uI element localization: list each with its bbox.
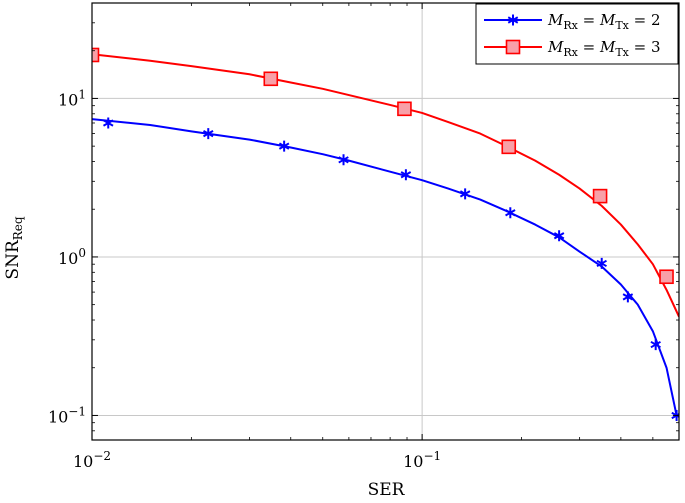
x-tick-label-0-exponent: −2 — [93, 449, 111, 463]
x-tick-label-1-base: 10 — [403, 452, 423, 471]
x-tick-label-1-exponent: −1 — [423, 449, 441, 463]
series-1-line — [92, 53, 679, 318]
series-clip-group — [92, 47, 679, 421]
legend-label-1-sub1: Rx — [563, 46, 578, 59]
legend-label-0-var1: M — [547, 11, 564, 29]
series-0-point-5 — [459, 188, 471, 200]
legend-label-1: MRx = MTx = 3 — [547, 38, 661, 59]
y-tick-label-0: 10−1 — [48, 404, 86, 426]
legend-label-1-var2: M — [599, 38, 616, 56]
series-0-line — [92, 118, 678, 416]
grid-lines — [92, 3, 679, 440]
legend-label-1-sub2: Tx — [615, 46, 629, 59]
legend-label-0-sub2: Tx — [615, 19, 629, 32]
y-tick-label-2-base: 10 — [58, 90, 78, 109]
legend-label-0-eq1: = — [578, 11, 600, 29]
series-0-point-4 — [400, 169, 412, 181]
series-1-point-5 — [659, 269, 674, 285]
y-tick-label-2-exponent: 1 — [78, 87, 86, 101]
legend-label-0-var2: M — [599, 11, 616, 29]
series-1-point-2 — [397, 101, 412, 117]
axis-ticks — [91, 3, 679, 440]
series-0-point-8 — [596, 257, 607, 269]
y-axis-label: SNRReq — [3, 216, 25, 279]
legend-label-0-sub1: Rx — [563, 19, 578, 32]
series-0-point-3 — [338, 154, 349, 166]
plot-area-frame — [91, 2, 680, 441]
legend-label-1-eq2: = 3 — [629, 38, 661, 56]
legend-label-1-var1: M — [547, 38, 564, 56]
legend-entry-0: MRx = MTx = 2 — [484, 11, 661, 32]
series-0 — [92, 117, 679, 421]
series-0-point-6 — [505, 207, 516, 219]
legend-label-1-eq1: = — [578, 38, 600, 56]
y-axis-label-main: SNR — [3, 239, 23, 280]
x-tick-label-1: 10−1 — [403, 449, 441, 471]
series-1 — [92, 47, 679, 318]
series-0-point-0 — [102, 117, 114, 129]
series-layer — [92, 47, 679, 421]
legend-marker-1 — [505, 39, 521, 55]
x-tick-label-0-base: 10 — [73, 452, 93, 471]
series-0-point-9 — [622, 291, 634, 303]
y-tick-label-0-base: 10 — [48, 407, 68, 426]
legend-label-0-eq2: = 2 — [629, 11, 661, 29]
series-0-point-2 — [278, 140, 290, 152]
legend-marker-0 — [507, 14, 519, 26]
series-0-point-1 — [202, 128, 214, 140]
legend-label-0: MRx = MTx = 2 — [547, 11, 661, 32]
series-0-point-10 — [650, 339, 661, 351]
series-1-point-3 — [501, 139, 517, 155]
series-1-point-0 — [92, 47, 100, 63]
y-tick-label-1-exponent: 0 — [78, 246, 86, 260]
legend-entry-1: MRx = MTx = 3 — [484, 38, 661, 59]
series-0-point-7 — [553, 230, 565, 242]
y-tick-label-0-exponent: −1 — [68, 404, 86, 418]
series-1-point-4 — [592, 188, 608, 204]
x-tick-label-0: 10−2 — [73, 449, 111, 471]
y-tick-label-1: 100 — [58, 246, 86, 268]
y-tick-label-2: 101 — [58, 87, 86, 109]
y-axis-label-subscript: Req — [11, 216, 25, 240]
x-axis-label: SER — [368, 480, 406, 500]
series-1-point-1 — [263, 71, 279, 87]
y-tick-label-1-base: 10 — [58, 249, 78, 268]
